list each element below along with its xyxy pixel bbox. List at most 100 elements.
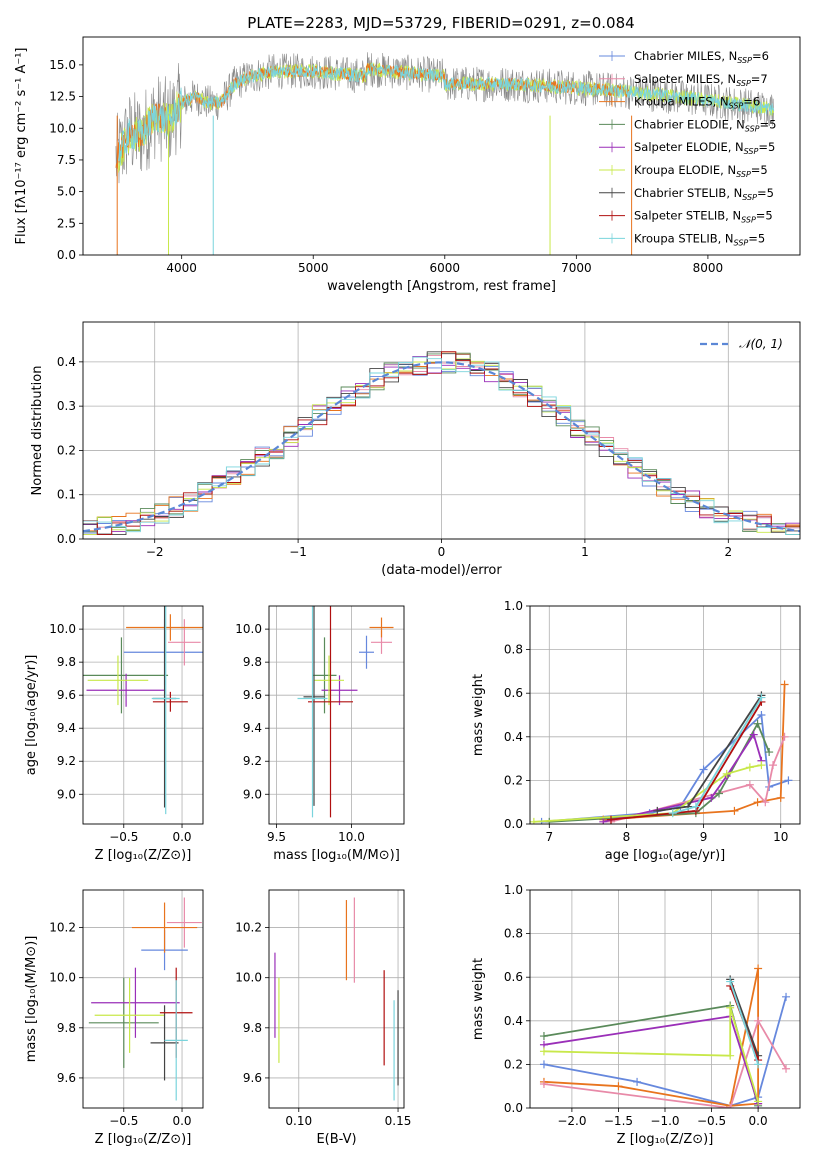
- series-marker: [753, 719, 762, 728]
- plot-area: [83, 351, 800, 536]
- series-marker: [530, 817, 538, 824]
- y-tick-label: 9.2: [243, 754, 262, 768]
- x-tick-label: −0.5: [109, 1114, 138, 1128]
- errorbar-point: [94, 977, 165, 1053]
- series-marker: [691, 802, 700, 811]
- legend-sub: SSP: [734, 238, 749, 247]
- plot-area: [530, 680, 793, 824]
- x-tick-label: 0.0: [172, 1114, 191, 1128]
- panel-residuals: −2 −1 0 1 2 0.0 0.1 0.2 0.3 0.4 (data-model)/error…: [30, 321, 801, 578]
- legend-suffix: =5: [751, 163, 768, 177]
- ticks: −2.0 −1.5 −1.0 −0.5 0.0 0.0 0.2 0.4 0.6 0.8 1.0: [504, 883, 768, 1128]
- x-tick-label: 10: [773, 830, 788, 844]
- errorbar-point: [88, 977, 159, 1068]
- series-marker: [754, 1097, 763, 1106]
- y-tick-label: 0.6: [504, 970, 523, 984]
- legend-sub: SSP: [737, 56, 752, 65]
- legend-label: Kroupa ELODIE, N: [634, 163, 736, 177]
- errorbar-point: [126, 614, 203, 641]
- y-axis-label: Flux [fλ10⁻¹⁷ erg cm⁻² s⁻¹ A⁻¹]: [14, 48, 29, 245]
- y-tick-label: 5.0: [57, 185, 76, 199]
- y-axis-label: mass weight: [471, 674, 486, 756]
- grid: [83, 606, 203, 824]
- x-tick-label: 2: [724, 545, 732, 559]
- y-tick-label: 0.4: [57, 355, 76, 369]
- series-marker: [765, 748, 774, 757]
- series-marker: [599, 817, 608, 824]
- legend-entry: Salpeter ELODIE, NSSP=5: [634, 140, 775, 156]
- legend-label: Chabrier ELODIE, N: [634, 117, 745, 131]
- y-tick-label: 9.0: [57, 787, 76, 801]
- y-tick-label: 1.0: [504, 599, 523, 613]
- series-marker: [757, 711, 766, 719]
- ticks: −0.5 0.0 9.6 9.8 10.0 10.2: [49, 921, 191, 1128]
- errorbar-point: [150, 1005, 179, 1081]
- errorbar-point: [166, 897, 202, 948]
- series-marker: [753, 798, 762, 807]
- legend-suffix: =5: [760, 117, 777, 131]
- x-tick-label: 4000: [166, 261, 197, 275]
- ticks: 4000 5000 6000 7000 8000 0.0 2.5 5.0 7.5 10.0 12.5…: [49, 58, 723, 275]
- errorbar-point: [131, 902, 198, 953]
- legend-label: Salpeter STELIB, N: [634, 209, 741, 223]
- legend-sub: SSP: [744, 147, 759, 156]
- legend-label: Kroupa MILES, N: [634, 95, 729, 109]
- series-marker: [614, 1082, 623, 1091]
- series-marker: [782, 992, 791, 1001]
- series-line: [657, 694, 763, 812]
- panel-spectrum: 4000 5000 6000 7000 8000 0.0 2.5 5.0 7.5 10.0 12.5…: [14, 36, 801, 294]
- y-tick-label: 0.0: [57, 532, 76, 546]
- axes-frame: [82, 321, 801, 540]
- series-line: [729, 981, 759, 1065]
- legend-label: Chabrier MILES, N: [634, 49, 737, 63]
- series-marker: [726, 977, 735, 986]
- x-tick-label: 10.0: [338, 830, 365, 844]
- series-marker: [539, 1047, 548, 1056]
- errorbar-point: [83, 637, 169, 714]
- legend-entry: Chabrier STELIB, NSSP=5: [634, 186, 774, 202]
- y-tick-label: 9.0: [243, 787, 262, 801]
- series-marker: [726, 1003, 735, 1012]
- errorbar-point: [312, 637, 337, 714]
- errorbar-point: [308, 606, 353, 818]
- x-tick-label: 0.15: [385, 1114, 412, 1128]
- y-tick-label: 0.0: [57, 248, 76, 262]
- series-marker: [539, 1080, 548, 1089]
- series-marker: [653, 806, 662, 815]
- plot-area: [297, 606, 394, 818]
- x-tick-label: 0.10: [285, 1114, 312, 1128]
- x-tick-label: 0.0: [749, 1114, 768, 1128]
- x-axis-label: Z [log₁₀(Z/Z⊙)]: [617, 1132, 714, 1147]
- y-tick-label: 9.6: [243, 1071, 262, 1085]
- legend-sub: SSP: [741, 216, 756, 225]
- y-tick-label: 10.0: [49, 971, 76, 985]
- legend-entry: Chabrier MILES, NSSP=6: [634, 49, 769, 65]
- errorbar-point: [164, 980, 188, 1101]
- series-marker: [784, 776, 793, 785]
- y-tick-label: 0.4: [504, 730, 523, 744]
- axes-frame: [268, 889, 405, 1109]
- axes-frame: [82, 36, 801, 256]
- errorbar-point: [369, 617, 394, 638]
- panel-age_vs_Z: −0.5 0.0 9.0 9.2 9.4 9.6 9.8 10.0 Z [log₁₀(Z/Z⊙)…: [24, 605, 204, 863]
- plot-area: [83, 606, 203, 815]
- x-tick-label: −0.5: [697, 1114, 726, 1128]
- x-tick-label: −2.0: [557, 1114, 586, 1128]
- legend-suffix: =6: [752, 49, 769, 63]
- legend-label: Salpeter ELODIE, N: [634, 140, 744, 154]
- grid: [530, 889, 800, 1109]
- legend-sub: SSP: [736, 79, 751, 88]
- series-marker: [776, 793, 785, 802]
- y-tick-label: 2.5: [57, 216, 76, 230]
- x-tick-label: 8: [623, 830, 631, 844]
- y-tick-label: 0.0: [504, 817, 523, 831]
- y-tick-label: 9.8: [243, 655, 262, 669]
- x-axis-label: (data-model)/error: [381, 563, 502, 578]
- series-marker: [722, 769, 731, 778]
- y-axis-label: Normed distribution: [30, 366, 45, 496]
- legend-suffix: =6: [743, 95, 760, 109]
- x-axis-label: Z [log₁₀(Z/Z⊙)]: [95, 1132, 192, 1147]
- legend-label: Chabrier STELIB, N: [634, 186, 742, 200]
